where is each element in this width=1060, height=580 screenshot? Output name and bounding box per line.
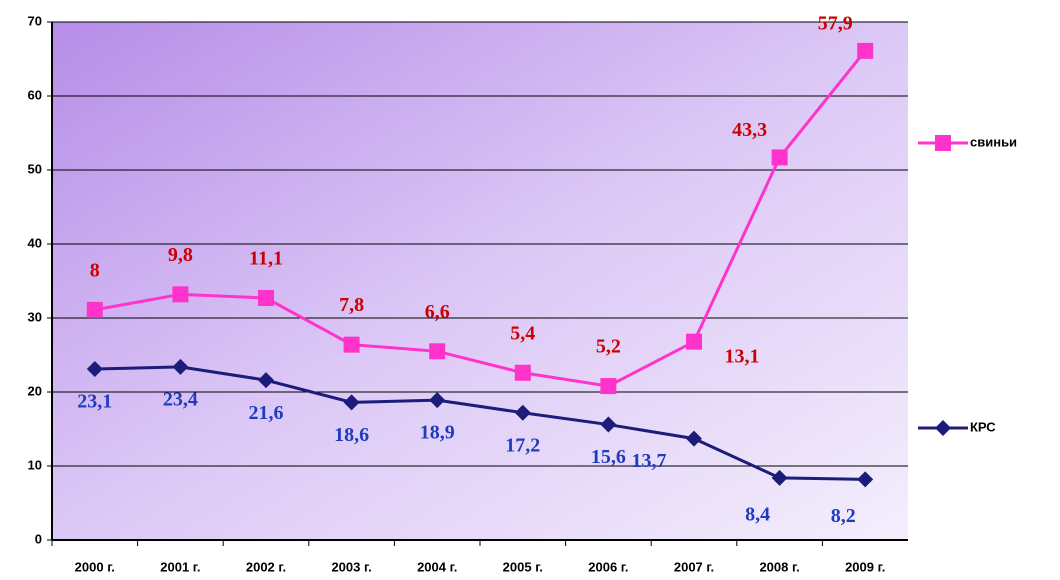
marker [514, 364, 531, 381]
x-tick-label: 2002 г. [246, 559, 286, 574]
data-label: 6,6 [425, 301, 450, 323]
y-tick-label: 70 [28, 13, 42, 28]
data-label: 5,4 [510, 322, 535, 344]
marker [771, 469, 788, 486]
x-tick-label: 2005 г. [503, 559, 543, 574]
data-label: 23,1 [77, 391, 112, 413]
x-tick-label: 2008 г. [759, 559, 799, 574]
legend-label: свиньи [970, 134, 1017, 149]
data-label: 17,2 [505, 434, 540, 456]
data-label: 15,6 [591, 446, 626, 468]
marker [857, 471, 874, 488]
x-tick-label: 2000 г. [75, 559, 115, 574]
marker [172, 358, 189, 375]
y-tick-label: 0 [35, 531, 42, 546]
data-label: 43,3 [732, 119, 767, 141]
marker [86, 301, 103, 318]
series-line [94, 49, 867, 388]
data-label: 9,8 [168, 244, 193, 266]
marker [935, 135, 951, 151]
marker [600, 416, 617, 433]
marker [514, 404, 531, 421]
y-tick-label: 10 [28, 457, 42, 472]
data-label: 7,8 [339, 294, 364, 316]
data-label: 23,4 [163, 388, 198, 410]
data-label: 57,9 [818, 12, 853, 34]
y-tick-label: 30 [28, 309, 42, 324]
x-tick-label: 2006 г. [588, 559, 628, 574]
data-label: 18,6 [334, 424, 369, 446]
marker [429, 392, 446, 409]
marker [258, 372, 274, 389]
plot-area [52, 22, 908, 540]
data-label: 21,6 [249, 402, 284, 424]
data-label: 8 [90, 259, 100, 281]
data-label: 13,7 [632, 450, 667, 472]
y-tick-label: 20 [28, 383, 42, 398]
y-tick-label: 40 [28, 235, 42, 250]
x-tick-label: 2009 г. [845, 559, 885, 574]
marker [771, 149, 788, 166]
data-label: 8,4 [745, 503, 770, 525]
data-label: 8,2 [831, 505, 856, 527]
data-label: 18,9 [420, 422, 455, 444]
marker [86, 361, 103, 378]
marker [686, 333, 702, 350]
x-tick-label: 2004 г. [417, 559, 457, 574]
y-tick-label: 50 [28, 161, 42, 176]
x-tick-label: 2003 г. [331, 559, 371, 574]
marker [686, 430, 702, 447]
data-label: 11,1 [249, 248, 283, 270]
data-label: 13,1 [725, 345, 760, 367]
x-tick-label: 2007 г. [674, 559, 714, 574]
series-line [94, 365, 866, 481]
marker [857, 42, 874, 59]
x-tick-label: 2001 г. [160, 559, 200, 574]
data-label: 5,2 [596, 336, 621, 358]
marker [429, 343, 446, 360]
marker [343, 336, 360, 353]
y-tick-label: 60 [28, 87, 42, 102]
marker [258, 290, 274, 307]
marker [600, 378, 617, 395]
legend-label: КРС [970, 419, 996, 434]
marker [172, 286, 189, 303]
marker [343, 394, 360, 411]
marker [935, 420, 951, 436]
